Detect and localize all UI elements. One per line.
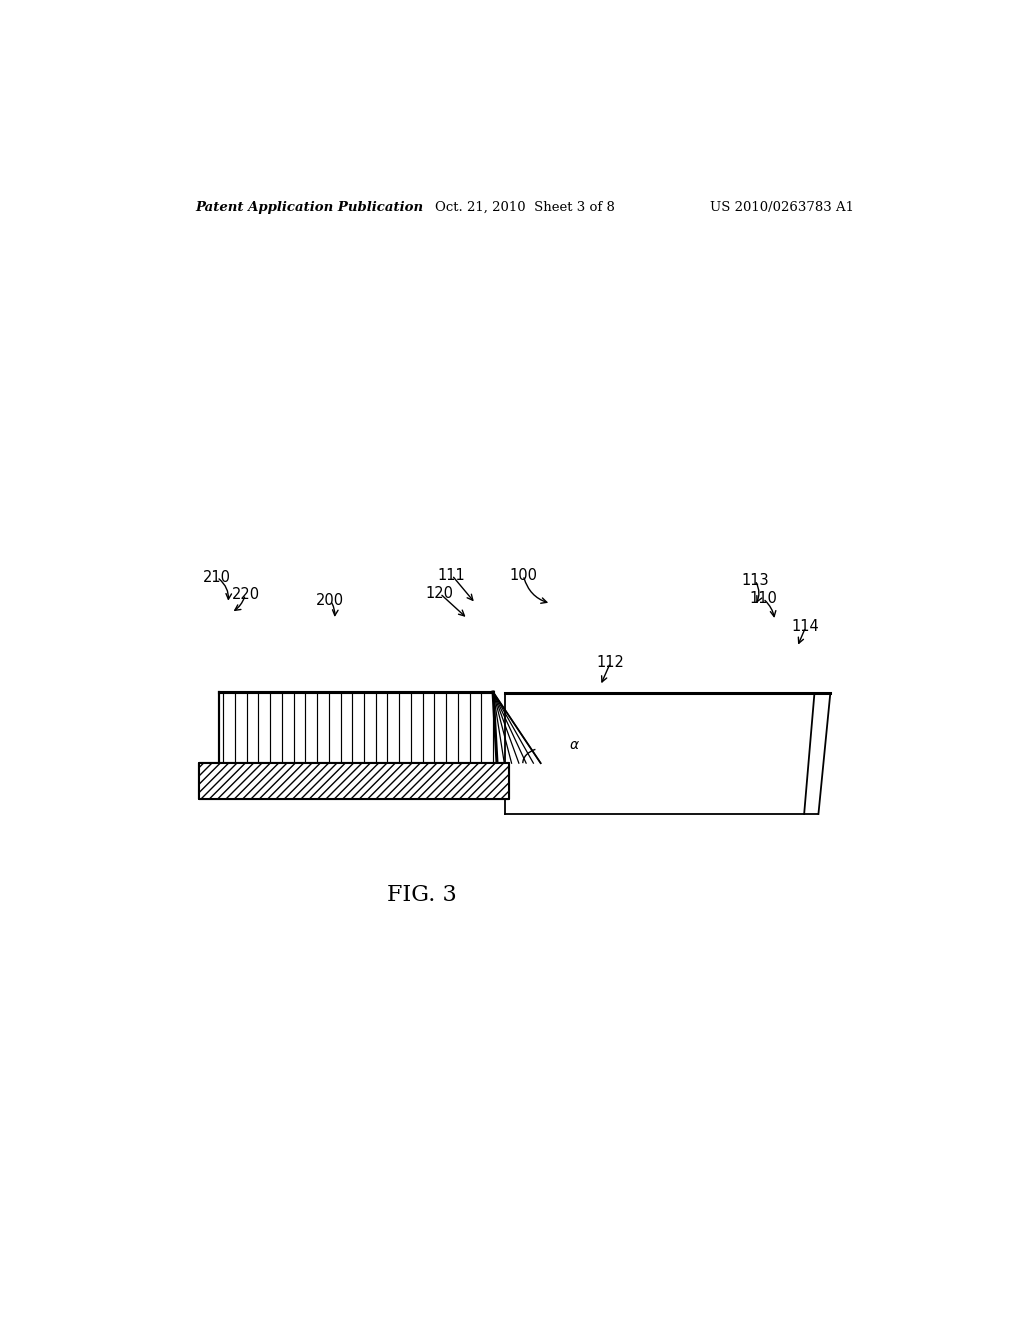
Text: $\alpha$: $\alpha$ — [569, 738, 581, 752]
Text: 120: 120 — [426, 586, 454, 601]
Text: US 2010/0263783 A1: US 2010/0263783 A1 — [711, 201, 854, 214]
Text: 210: 210 — [203, 570, 230, 585]
Text: 114: 114 — [792, 619, 819, 635]
Text: FIG. 3: FIG. 3 — [387, 884, 457, 907]
Text: 110: 110 — [749, 591, 777, 606]
Text: Patent Application Publication: Patent Application Publication — [196, 201, 424, 214]
Polygon shape — [505, 693, 830, 814]
Text: 100: 100 — [509, 568, 538, 582]
Text: 112: 112 — [597, 655, 625, 671]
Text: 200: 200 — [316, 593, 344, 609]
Text: 111: 111 — [438, 568, 466, 582]
Text: 113: 113 — [741, 573, 769, 587]
Text: Oct. 21, 2010  Sheet 3 of 8: Oct. 21, 2010 Sheet 3 of 8 — [435, 201, 614, 214]
Text: 220: 220 — [231, 587, 259, 602]
